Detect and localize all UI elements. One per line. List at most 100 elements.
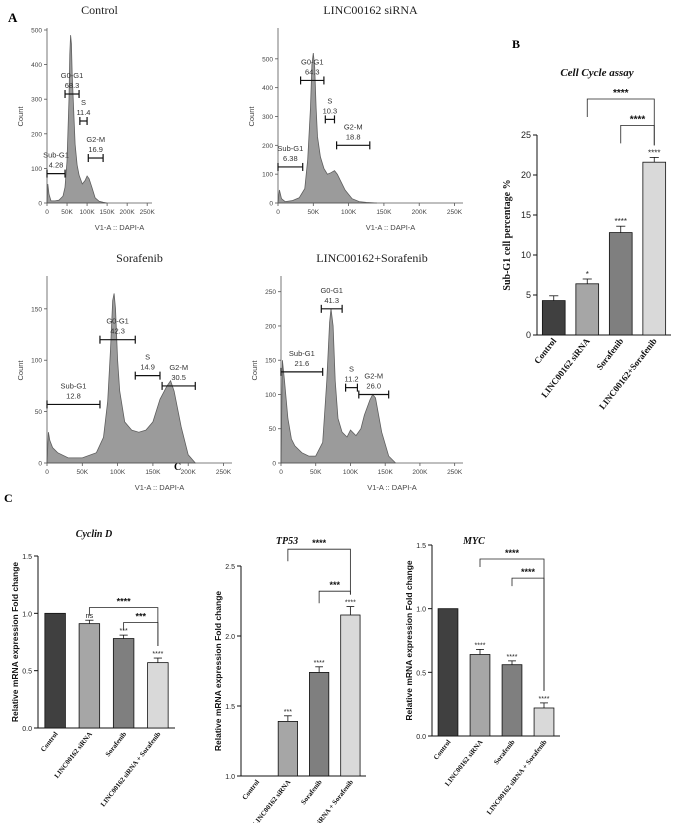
significance-label: ns: [86, 613, 94, 620]
y-tick-label: 150: [265, 358, 276, 365]
y-tick-label: 1.0: [416, 607, 426, 614]
gate-name: G0-G1: [61, 71, 84, 80]
gate-percent: 30.5: [171, 373, 186, 382]
flow-title: Control: [81, 3, 118, 17]
bar-1: [44, 612, 66, 729]
gate-name: Sub-G1: [43, 151, 69, 160]
gate-percent: 18.8: [346, 132, 361, 141]
y-tick-label: 100: [31, 166, 42, 173]
gate-name: Sub-G1: [277, 144, 303, 153]
bar-3: [309, 672, 330, 777]
gate-name: G0-G1: [320, 286, 343, 295]
comparison-label: ****: [312, 538, 327, 548]
bar-1: [541, 300, 566, 336]
chart-title: TP53: [276, 536, 298, 547]
gate-name: Sub-G1: [61, 381, 87, 390]
y-tick-label: 100: [262, 172, 273, 179]
comparison-bracket: [620, 125, 655, 146]
category-label: Control: [39, 730, 60, 753]
gate-name: S: [327, 96, 332, 105]
y-tick-label: 0.0: [416, 734, 426, 741]
x-tick-label: 200K: [120, 209, 136, 216]
flow-histogram-3: Sorafenib 0 50 100 150 0 50K 100K 150K 200K 250K V1…: [16, 251, 232, 492]
comparison-label: ***: [329, 580, 340, 590]
x-tick-label: 150K: [376, 209, 392, 216]
flow-title: LINC00162 siRNA: [323, 3, 418, 17]
y-tick-label: 20: [521, 170, 531, 180]
y-tick-label: 1.5: [225, 704, 235, 711]
x-tick-label: 100K: [110, 469, 126, 476]
y-tick-label: 0: [526, 330, 531, 340]
gate-name: G2-M: [169, 363, 188, 372]
gate-g2-m: G2-M30.5: [161, 363, 196, 390]
bar-4: [642, 161, 667, 336]
bar-2: [575, 283, 600, 336]
comparison-label: ****: [117, 597, 132, 607]
y-tick-label: 0.5: [416, 670, 426, 677]
y-tick-label: 25: [521, 130, 531, 140]
category-label: Control: [432, 738, 453, 761]
bar-2: [78, 623, 101, 729]
panel-label-c-stray: C: [174, 462, 181, 473]
gate-name: G2-M: [364, 371, 383, 380]
gate-percent: 11.2: [344, 375, 358, 384]
x-tick-label: 50K: [308, 209, 320, 216]
comparison-label: ***: [135, 612, 146, 622]
comparison-label: ****: [613, 88, 629, 99]
significance-label: ****: [539, 696, 550, 703]
gate-percent: 26.0: [366, 381, 381, 390]
flow-histogram-4: LINC00162+Sorafenib 0 50 100 150 200 250 0 50K 10…: [250, 251, 463, 492]
panel-label-b: B: [512, 37, 520, 51]
x-tick-label: 200K: [181, 469, 197, 476]
x-tick-label: 0: [45, 209, 49, 216]
x-tick-label: 0: [276, 209, 280, 216]
x-axis-title: V1-A :: DAPI-A: [135, 483, 185, 492]
gate-percent: 10.3: [323, 106, 338, 115]
significance-label: ****: [345, 600, 356, 607]
significance-label: ****: [648, 148, 660, 157]
x-tick-label: 50K: [310, 469, 322, 476]
gate-g2-m: G2-M26.0: [358, 371, 390, 399]
y-tick-label: 10: [521, 250, 531, 260]
y-tick-label: 0.5: [22, 669, 32, 676]
flow-title: LINC00162+Sorafenib: [316, 251, 427, 265]
panel-label-c: C: [4, 491, 13, 505]
gate-s: S11.2: [344, 365, 359, 392]
y-tick-label: 0: [38, 201, 42, 208]
x-tick-label: 100K: [79, 209, 95, 216]
comparison-bracket: [318, 590, 351, 604]
gate-percent: 6.38: [283, 154, 298, 163]
significance-label: ****: [314, 660, 325, 667]
bar-2: [277, 721, 298, 777]
x-axis-title: V1-A :: DAPI-A: [95, 223, 145, 232]
y-axis-title: Relative mRNA expression Fold change: [404, 560, 414, 721]
gate-name: S: [349, 365, 354, 374]
comparison-label: ****: [521, 567, 536, 577]
category-label: LINC00162 siRNA + Sorafenib: [485, 738, 549, 816]
x-tick-label: 150K: [378, 469, 394, 476]
y-axis-title: Count: [250, 360, 259, 381]
bar-3: [112, 638, 135, 729]
category-label: LINC00162 siRNA + Sorafenib: [99, 730, 163, 808]
y-tick-label: 400: [262, 85, 273, 92]
x-tick-label: 0: [279, 469, 283, 476]
y-axis-title: Count: [247, 106, 256, 127]
y-axis-title: Relative mRNA expression Fold change: [213, 591, 223, 752]
x-tick-label: 250K: [447, 209, 463, 216]
y-tick-label: 50: [35, 409, 43, 416]
y-tick-label: 2.0: [225, 634, 235, 641]
chart-title: MYC: [462, 536, 485, 547]
x-axis-title: V1-A :: DAPI-A: [366, 223, 416, 232]
y-tick-label: 250: [265, 289, 276, 296]
y-tick-label: 150: [31, 306, 42, 313]
y-tick-label: 200: [262, 143, 273, 150]
category-label: Sorafenib: [492, 738, 516, 766]
x-tick-label: 200K: [412, 469, 428, 476]
x-axis-title: V1-A :: DAPI-A: [367, 483, 417, 492]
gate-percent: 16.9: [88, 145, 103, 154]
y-tick-label: 500: [31, 28, 42, 35]
gate-sub-g1: Sub-G16.38: [277, 144, 304, 171]
